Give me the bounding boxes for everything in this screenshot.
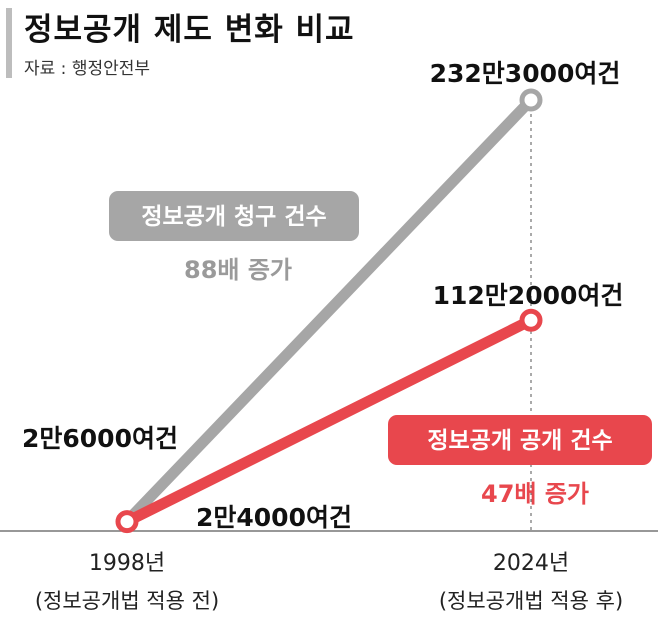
data-label-request-1998: 2만6000여건 — [22, 424, 178, 453]
data-label-disclosure-2024: 112만2000여건 — [433, 281, 624, 310]
x-tick-year-2: 2024년 — [493, 551, 569, 576]
series-line-disclosure — [121, 314, 537, 528]
x-tick-sub-2: (정보공개법 적용 후) — [439, 589, 623, 613]
x-tick-sub-1: (정보공개법 적용 전) — [35, 589, 219, 613]
data-label-disclosure-1998: 2만4000여건 — [196, 503, 352, 532]
chart-title: 정보공개 제도 변화 비교 — [24, 12, 355, 48]
series-request-pill — [109, 191, 359, 241]
growth-label-request: 88배 증가 — [184, 256, 292, 284]
growth-label-disclosure: 47배 증가 — [481, 480, 589, 508]
title-accent-bar — [6, 8, 12, 78]
chart-marks: 232만3000여건 112만2000여건 2만6000여건 2만4000여건 정보공개… — [22, 59, 652, 613]
x-tick-year-1: 1998년 — [89, 551, 165, 576]
point-request-2024 — [519, 88, 543, 112]
series-disclosure-label: 정보공개 공개 건수 — [427, 428, 612, 454]
chart-source: 자료 : 행정안전부 — [24, 59, 151, 79]
point-1998 — [115, 510, 139, 534]
chart-header: 정보공개 제도 변화 비교 자료 : 행정안전부 — [0, 0, 658, 90]
series-line-request — [121, 94, 537, 527]
point-disclosure-2024 — [519, 308, 543, 332]
series-request-label: 정보공개 청구 건수 — [141, 204, 326, 230]
data-label-request-2024: 232만3000여건 — [430, 59, 621, 88]
series-disclosure-pill — [388, 415, 652, 465]
